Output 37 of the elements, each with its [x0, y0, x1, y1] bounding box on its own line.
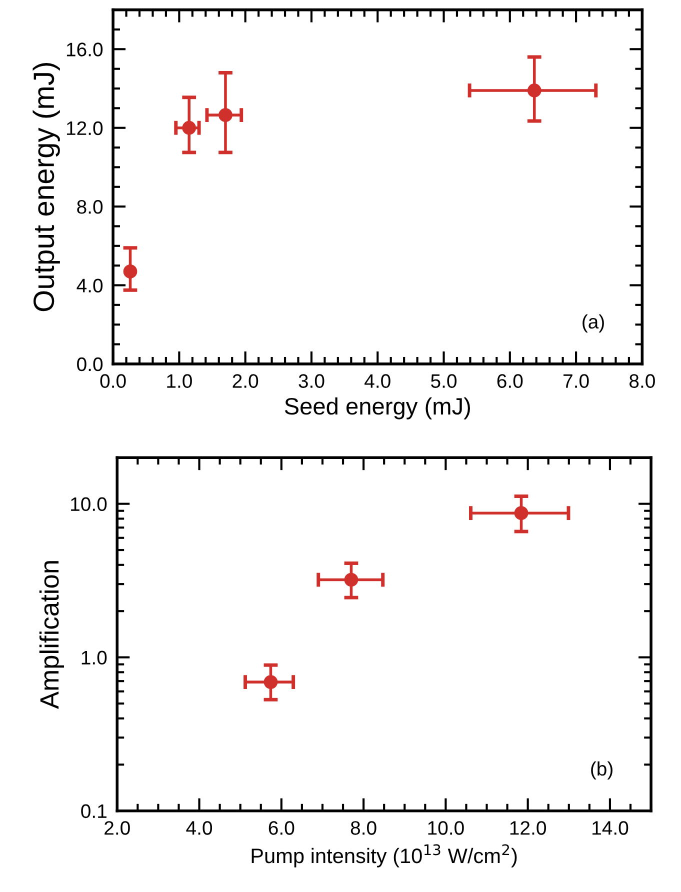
y-tick-label: 12.0 [66, 121, 103, 136]
y-tick-label: 0.1 [81, 804, 106, 818]
x-tick-label: 14.0 [592, 821, 628, 835]
x-tick-label: 6.0 [497, 374, 523, 388]
x-tick-label: 4.0 [364, 374, 390, 388]
annotation: (b) [591, 761, 612, 780]
point [218, 108, 232, 122]
y-axis-title: Amplification [39, 561, 64, 709]
x-tick-label: 12.0 [510, 821, 546, 835]
y-tick-label: 0.0 [77, 357, 103, 372]
point [344, 572, 358, 587]
y-tick-label: 10.0 [71, 497, 107, 512]
x-axis-title: Seed energy (mJ) [284, 397, 470, 420]
x-tick-label: 2.0 [232, 374, 258, 388]
x-tick-label: 8.0 [350, 821, 376, 835]
x-axis-title: Pump intensity (10$^{13}$ W/cm$^{2}$) [252, 844, 517, 868]
x-tick-label: 0.0 [100, 374, 126, 388]
annotation: (a) [582, 314, 604, 332]
point [123, 264, 138, 278]
x-tick-label: 8.0 [630, 374, 655, 388]
x-tick-label: 7.0 [564, 374, 589, 388]
x-tick-label: 4.0 [186, 821, 212, 835]
x-tick-label: 5.0 [431, 374, 457, 388]
point [264, 675, 278, 689]
point [514, 506, 528, 520]
x-tick-label: 6.0 [268, 821, 294, 835]
y-tick-label: 1.0 [82, 650, 107, 665]
x-tick-label: 3.0 [298, 374, 324, 388]
point [527, 84, 542, 98]
x-tick-label: 10.0 [428, 821, 464, 835]
y-tick-label: 16.0 [66, 42, 103, 56]
y-axis-title: Output energy (mJ) [32, 63, 60, 312]
y-tick-label: 4.0 [76, 278, 103, 292]
x-tick-label: 2.0 [104, 821, 130, 835]
y-tick-label: 8.0 [77, 200, 103, 214]
point [182, 120, 196, 135]
x-tick-label: 1.0 [167, 374, 192, 388]
